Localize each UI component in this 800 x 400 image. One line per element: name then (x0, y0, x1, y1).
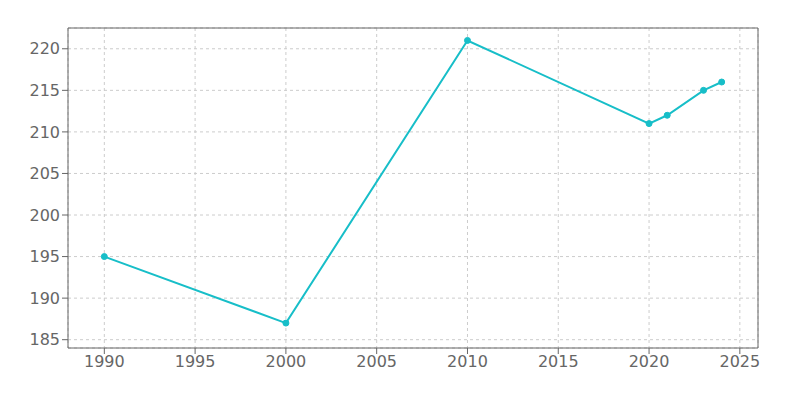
svg-text:215: 215 (29, 81, 60, 100)
svg-text:220: 220 (29, 39, 60, 58)
svg-text:2005: 2005 (356, 352, 397, 371)
svg-text:210: 210 (29, 123, 60, 142)
svg-text:195: 195 (29, 247, 60, 266)
svg-text:190: 190 (29, 289, 60, 308)
svg-text:2000: 2000 (266, 352, 307, 371)
svg-text:2010: 2010 (447, 352, 488, 371)
svg-text:2020: 2020 (629, 352, 670, 371)
svg-text:2015: 2015 (538, 352, 579, 371)
svg-text:1990: 1990 (84, 352, 125, 371)
svg-text:205: 205 (29, 164, 60, 183)
svg-text:185: 185 (29, 330, 60, 349)
svg-text:2025: 2025 (719, 352, 760, 371)
svg-text:200: 200 (29, 206, 60, 225)
svg-text:1995: 1995 (175, 352, 216, 371)
